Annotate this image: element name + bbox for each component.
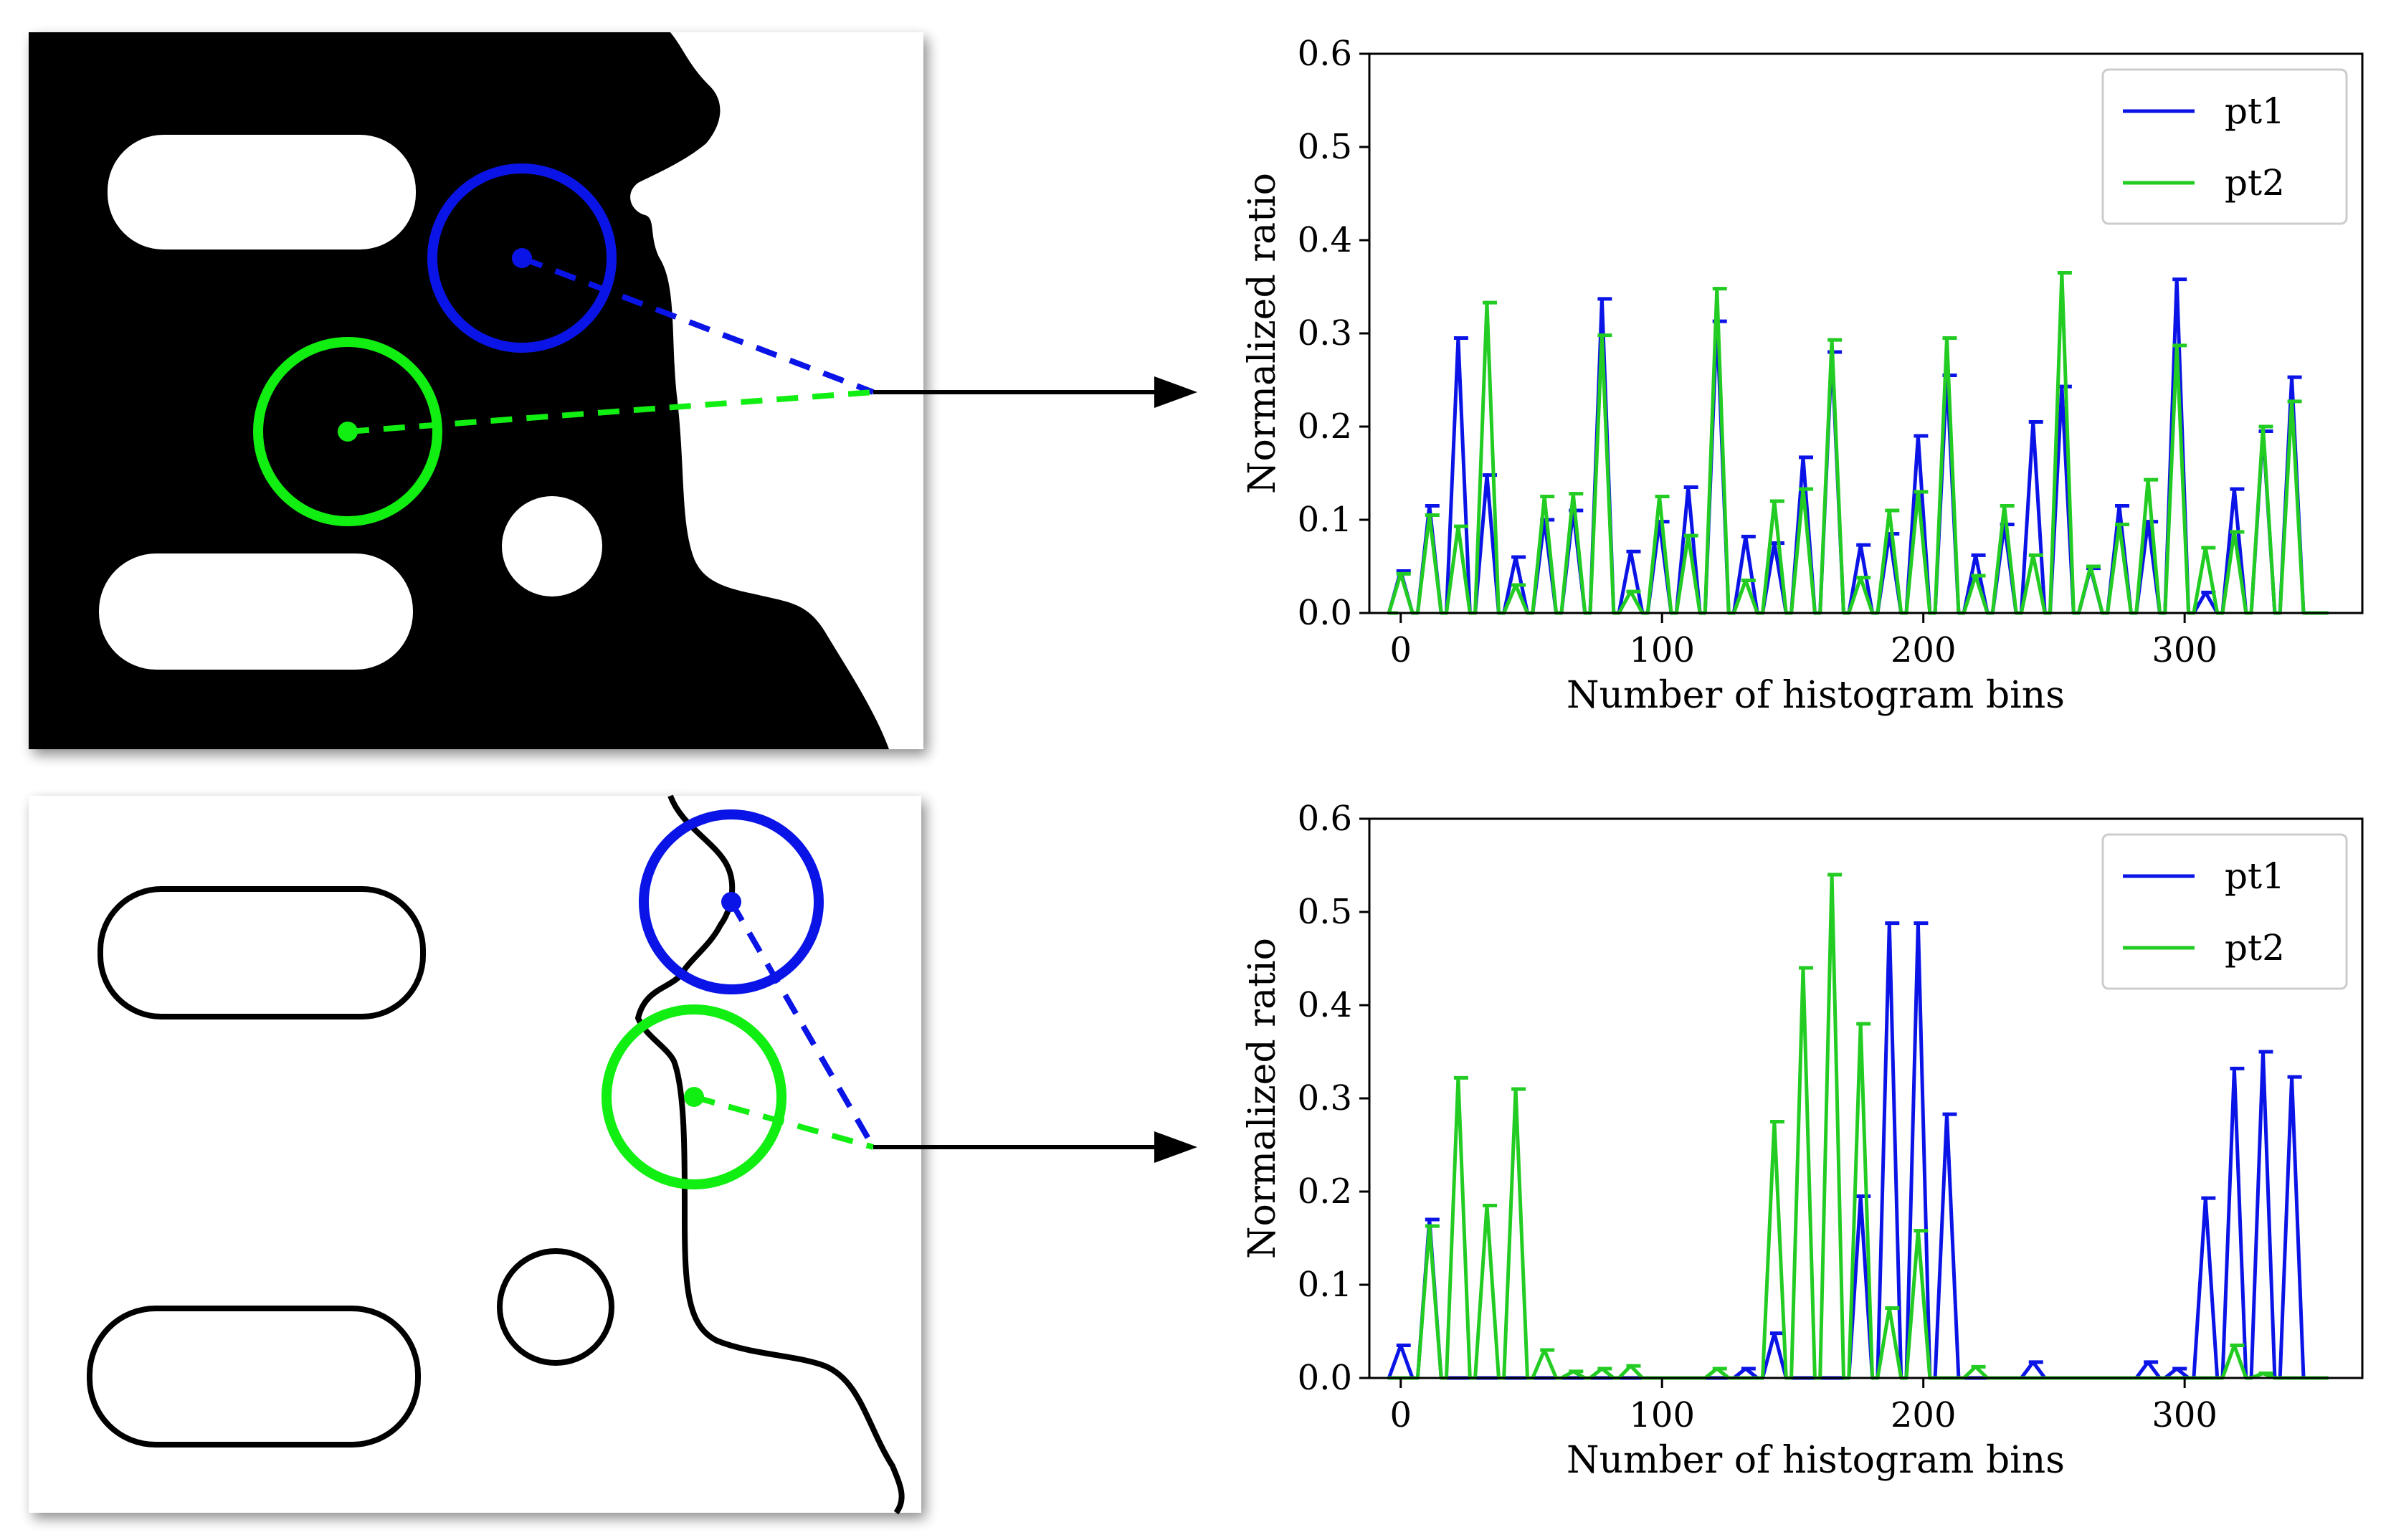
bottom-pt1-circle (639, 809, 824, 994)
edge-slot-upper (98, 886, 426, 1019)
legend: pt1 pt2 (2101, 68, 2348, 225)
series-pt1 (1387, 921, 2329, 1380)
bottom-pt1-leader (728, 900, 876, 1149)
top-arrow-head (1154, 376, 1197, 408)
legend-label-pt2: pt2 (2225, 927, 2285, 969)
edge-slot-lower (87, 1306, 421, 1448)
y-tick-label: 0.3 (1298, 1078, 1352, 1118)
top-slot-upper (108, 135, 416, 249)
y-tick-label: 0.1 (1298, 1265, 1352, 1305)
edge-map-image (29, 794, 921, 1515)
y-tick-label: 0.6 (1298, 799, 1352, 839)
x-tick-label: 0 (1389, 630, 1412, 670)
white-region (630, 32, 923, 749)
bottom-pt2-point (684, 1087, 704, 1107)
top-pt1-leader (520, 255, 875, 395)
edge-hole (497, 1248, 614, 1366)
x-axis-label: Number of histogram bins (1567, 1439, 2065, 1482)
x-tick-label: 200 (1891, 630, 1957, 670)
y-axis-label: Normalized ratio (1241, 938, 1284, 1259)
y-tick-label: 0.4 (1298, 985, 1352, 1025)
binary-mask-image (29, 32, 923, 749)
top-pt1-circle (427, 163, 617, 353)
x-tick-label: 200 (1891, 1395, 1957, 1435)
y-tick-label: 0.0 (1298, 593, 1352, 633)
annotation-layer (253, 163, 1197, 1189)
y-tick-label: 0.4 (1298, 220, 1352, 260)
legend-box (2101, 833, 2348, 990)
x-tick-label: 100 (1629, 1395, 1695, 1435)
y-tick-label: 0.3 (1298, 313, 1352, 353)
y-tick-label: 0.2 (1298, 1171, 1352, 1212)
y-axis-label: Normalized ratio (1241, 173, 1284, 494)
y-tick-label: 0.6 (1298, 34, 1352, 74)
x-tick-label: 0 (1389, 1395, 1412, 1435)
legend: pt1 pt2 (2101, 833, 2348, 990)
y-tick-label: 0.1 (1298, 500, 1352, 540)
top-pt1-point (512, 248, 532, 268)
x-axis-label: Number of histogram bins (1567, 674, 2065, 717)
legend-label-pt1: pt1 (2225, 90, 2285, 132)
bottom-pt1-point (721, 892, 741, 912)
top-hole (502, 496, 602, 596)
legend-label-pt2: pt2 (2225, 162, 2285, 204)
series-line-pt1 (1387, 921, 2329, 1380)
y-tick-label: 0.2 (1298, 407, 1352, 447)
top-pt2-point (338, 422, 358, 442)
y-tick-label: 0.0 (1298, 1358, 1352, 1398)
x-tick-label: 100 (1629, 630, 1695, 670)
top-pt2-circle (253, 337, 442, 526)
bottom-pt2-circle (602, 1004, 786, 1189)
chart-bottom: 0 100 200 300 0.0 0.1 0.2 0.3 0.4 0.5 0.6 Number of… (1241, 799, 2364, 1482)
y-tick-label: 0.5 (1298, 127, 1352, 167)
bottom-pt2-leader (693, 1094, 875, 1150)
x-tick-label: 300 (2152, 630, 2218, 670)
top-slot-lower (99, 553, 413, 670)
y-tick-label: 0.5 (1298, 892, 1352, 932)
top-pt2-leader (347, 389, 874, 434)
legend-box (2101, 68, 2348, 225)
x-tick-label: 300 (2152, 1395, 2218, 1435)
bottom-arrow-head (1154, 1131, 1197, 1163)
legend-label-pt1: pt1 (2225, 855, 2285, 897)
chart-top: 0 100 200 300 0.0 0.1 0.2 0.3 0.4 0.5 0.6 Number of… (1241, 34, 2364, 717)
